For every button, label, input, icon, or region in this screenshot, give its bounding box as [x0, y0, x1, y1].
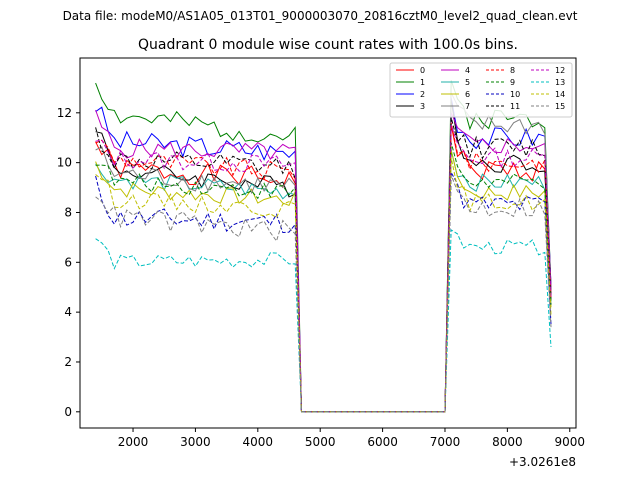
series-line-2: [95, 97, 552, 413]
data-file-label: Data file: modeM0/AS1A05_013T01_90000030…: [63, 9, 578, 23]
y-tick-label: 4: [64, 305, 72, 319]
legend-label-13: 13: [555, 78, 565, 87]
x-tick-label: 2000: [118, 435, 149, 449]
chart-title: Quadrant 0 module wise count rates with …: [138, 37, 518, 53]
legend-label-2: 2: [420, 90, 425, 99]
legend-label-5: 5: [465, 78, 470, 87]
x-tick-label: 7000: [430, 435, 461, 449]
legend-label-11: 11: [510, 102, 520, 111]
series-line-4: [95, 109, 552, 413]
legend-label-8: 8: [510, 66, 515, 75]
y-tick-label: 0: [64, 405, 72, 419]
y-axis: 0 2 4 6 8 10 12: [57, 106, 80, 419]
legend-label-15: 15: [555, 102, 565, 111]
axes-frame: [79, 57, 577, 429]
legend-label-4: 4: [465, 66, 470, 75]
y-tick-label: 6: [64, 255, 72, 269]
series-line-11: [95, 117, 552, 413]
series-line-15: [95, 174, 552, 413]
y-tick-label: 2: [64, 355, 72, 369]
series-line-9: [95, 142, 552, 413]
y-tick-label: 12: [57, 106, 72, 120]
legend-label-12: 12: [555, 66, 565, 75]
series-line-10: [95, 170, 552, 413]
series-line-13: [95, 229, 552, 413]
legend-label-10: 10: [510, 90, 520, 99]
x-tick-label: 9000: [554, 435, 585, 449]
legend-label-1: 1: [420, 78, 425, 87]
legend-label-3: 3: [420, 102, 425, 111]
x-axis: 2000 3000 4000 5000 6000 7000 8000 9000: [118, 428, 585, 449]
series-line-14: [95, 157, 552, 413]
x-tick-label: 3000: [180, 435, 211, 449]
plot-area: [95, 80, 552, 413]
legend-label-7: 7: [465, 102, 470, 111]
x-tick-label: 4000: [243, 435, 274, 449]
legend-label-0: 0: [420, 66, 425, 75]
x-tick-label: 5000: [305, 435, 336, 449]
legend-label-9: 9: [510, 78, 515, 87]
x-tick-label: 8000: [492, 435, 523, 449]
series-line-12: [95, 125, 552, 413]
legend-label-14: 14: [555, 90, 565, 99]
x-offset-label: +3.0261e8: [509, 455, 576, 469]
legend-label-6: 6: [465, 90, 470, 99]
series-line-7: [95, 92, 552, 413]
x-tick-label: 6000: [367, 435, 398, 449]
series-line-8: [95, 122, 552, 413]
y-tick-label: 10: [57, 156, 72, 170]
legend-box: [389, 62, 573, 118]
y-tick-label: 8: [64, 205, 72, 219]
series-line-1: [95, 80, 552, 413]
series-line-6: [95, 150, 552, 413]
